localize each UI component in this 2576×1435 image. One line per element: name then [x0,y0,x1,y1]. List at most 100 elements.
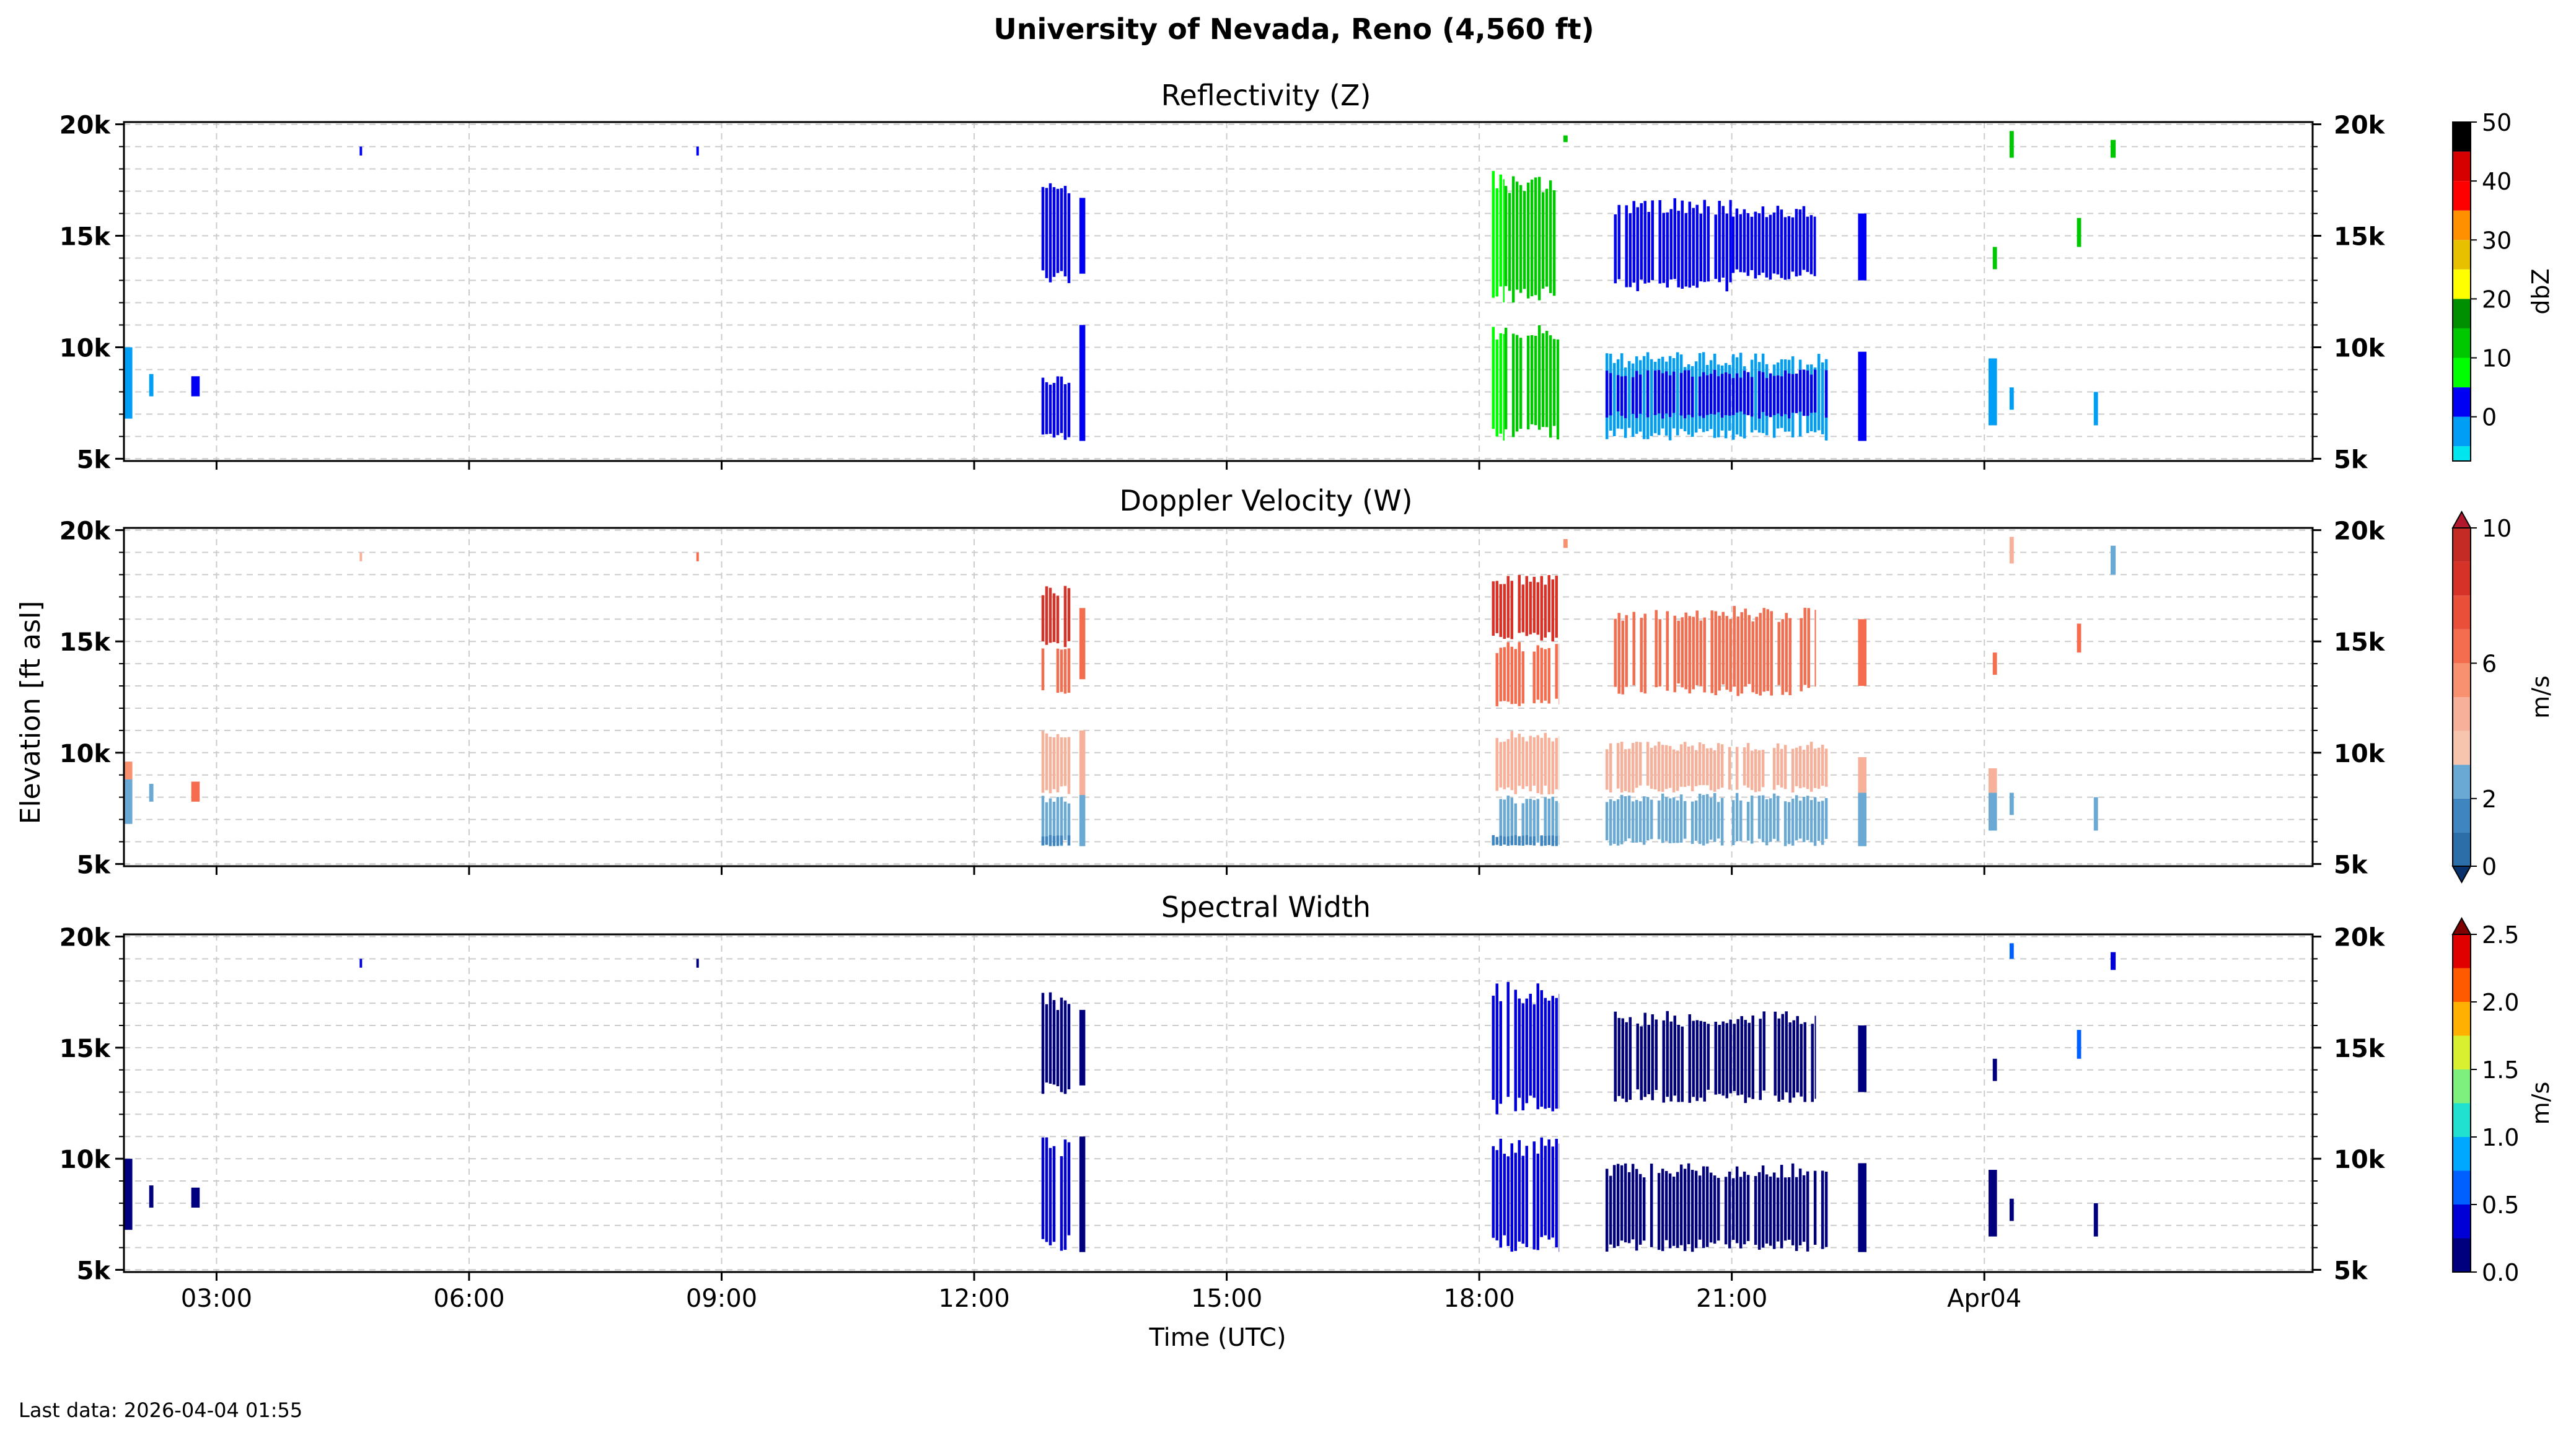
echo-cell [1060,998,1063,1092]
colorbar-segment [2453,528,2471,562]
echo-cell [1514,990,1517,1112]
velocity-axes-frame [123,527,2314,867]
echo-cell [1635,371,1638,418]
colorbar-segment [2453,798,2471,833]
echo-cell [1549,180,1552,293]
echo-cell [1499,333,1502,434]
echo-cell [1690,1170,1694,1252]
echo-cell [1629,1017,1632,1100]
echo-cell [1052,1000,1056,1085]
echo-cell [1699,213,1702,282]
echo-cell [1541,192,1545,289]
echo-cell [1079,608,1086,680]
echo-cell [1731,378,1735,415]
echo-cell [1787,373,1791,419]
echo-cell [1772,793,1776,839]
echo-block [2110,952,2116,970]
echo-cell [1747,1022,1751,1098]
echo-cell [1802,206,1806,270]
echo-cell [1555,737,1558,789]
y-tick-label: 5k [77,445,112,474]
x-tick-label: 15:00 [1191,1284,1262,1313]
echo-cell [1676,800,1679,843]
echo-cell [1624,749,1627,791]
echo-block [1992,652,1997,675]
colorbar-segment [2453,210,2471,240]
colorbar-segment [2453,697,2471,731]
echo-cell [2077,1030,2081,1059]
echo-cell [1666,611,1669,691]
panel-title-velocity: Doppler Velocity (W) [1119,484,1412,517]
echo-cell [2093,392,2098,426]
echo-cell [1549,335,1552,438]
echo-cell [1492,327,1495,429]
echo-cell [2077,217,2081,247]
echo-cell [1729,618,1732,692]
echo-cell [1757,1172,1761,1250]
echo-cell [1492,835,1495,846]
echo-cell [1551,741,1554,794]
echo-cell [1762,1011,1765,1091]
echo-cell [1540,990,1543,1107]
echo-cell [1721,206,1725,278]
echo-cell [1746,1175,1750,1241]
echo-block [1492,981,1560,1115]
y-tick-label-right: 5k [2334,851,2368,879]
echo-cell [1776,743,1780,786]
echo-cell [1759,1019,1762,1100]
reflectivity-axes-frame [123,121,2314,462]
echo-cell [1713,369,1717,415]
echo-cell [2110,139,2116,158]
echo-cell [1718,615,1721,691]
echo-cell [1510,1143,1513,1252]
echo-block [2110,139,2116,158]
echo-cell [1811,1024,1814,1102]
echo-cell [1521,584,1524,633]
echo-cell [1717,743,1720,789]
echo-cell [1679,372,1683,416]
echo-cell [1710,610,1713,693]
echo-cell [1627,361,1631,428]
colorbar-tick-label: 2.0 [2482,989,2519,1016]
echo-cell [1736,617,1739,696]
echo-cell [1795,795,1798,841]
echo-cell [1683,801,1687,839]
echo-cell [1746,213,1750,276]
echo-cell [1709,374,1713,414]
echo-cell [1795,1177,1798,1251]
echo-cell [1802,796,1806,843]
echo-cell [1735,747,1739,790]
echo-cell [1045,836,1048,845]
echo-cell [1751,1015,1754,1099]
echo-cell [1673,198,1676,279]
colorbar-segment [2453,181,2471,211]
echo-cell [1720,744,1724,788]
echo-cell [1791,798,1795,846]
colorbar-segment [2453,1137,2471,1171]
echo-cell [191,1187,200,1208]
echo-cell [1518,734,1521,786]
echo-cell [1045,802,1048,845]
echo-cell [1063,384,1067,440]
echo-cell [1547,798,1550,845]
echo-cell [1056,734,1060,792]
echo-cell [1699,1020,1702,1098]
echo-cell [1519,338,1523,429]
echo-cell [1858,619,1867,687]
echo-cell [1063,801,1067,840]
echo-cell [1495,581,1498,633]
echo-cell [1544,836,1547,846]
colorbar-segment [2453,1205,2471,1239]
echo-cell [1614,1011,1617,1102]
echo-cell [1079,1136,1086,1252]
echo-cell [2093,797,2098,831]
echo-cell [1688,201,1691,288]
echo-cell [1705,375,1709,415]
echo-cell [1757,750,1761,792]
colorbar-segment [2453,358,2471,388]
echo-cell [1525,576,1528,636]
echo-cell [1547,737,1550,794]
echo-cell [1783,1177,1787,1241]
echo-cell [1609,799,1612,846]
echo-block [2077,1030,2081,1059]
